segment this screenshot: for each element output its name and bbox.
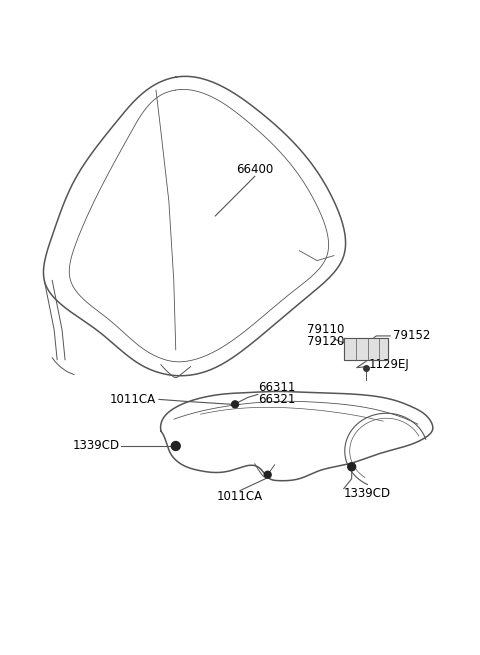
Text: 66400: 66400 xyxy=(236,163,274,176)
Text: 1011CA: 1011CA xyxy=(110,393,156,406)
Circle shape xyxy=(231,401,239,408)
Text: 1339CD: 1339CD xyxy=(344,487,391,500)
Polygon shape xyxy=(344,338,388,360)
Text: 79110: 79110 xyxy=(307,324,345,337)
Text: 66321: 66321 xyxy=(258,393,295,406)
Circle shape xyxy=(171,441,180,451)
Text: 66311: 66311 xyxy=(258,381,295,394)
Text: 1339CD: 1339CD xyxy=(72,440,120,453)
Circle shape xyxy=(348,463,356,471)
Circle shape xyxy=(264,471,271,478)
Text: 79152: 79152 xyxy=(393,329,431,343)
Text: 1011CA: 1011CA xyxy=(217,490,263,503)
Text: 79120: 79120 xyxy=(307,335,345,348)
Text: 1129EJ: 1129EJ xyxy=(369,358,409,371)
